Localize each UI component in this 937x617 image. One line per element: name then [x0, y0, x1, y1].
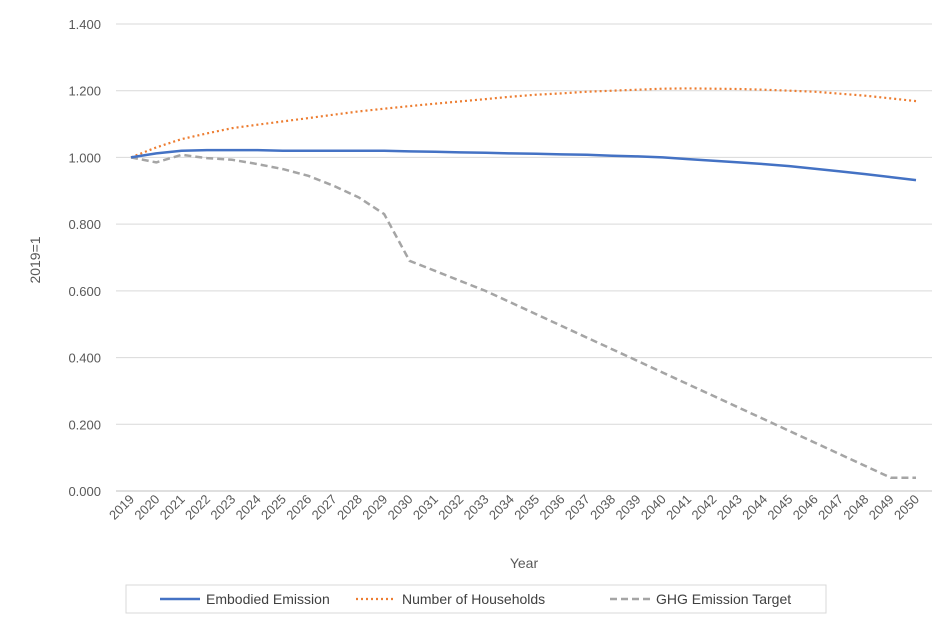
y-tick-label: 0.200: [68, 417, 101, 432]
y-tick-label: 1.000: [68, 150, 101, 165]
x-axis-title: Year: [510, 555, 539, 571]
series-lines: [130, 87, 917, 479]
y-axis-title: 2019=1: [27, 236, 43, 283]
gridlines: [116, 23, 932, 492]
legend-label: Number of Households: [402, 591, 545, 607]
series-line-ghg-emission-target: [130, 153, 916, 479]
legend-label: GHG Emission Target: [656, 591, 791, 607]
y-tick-label: 1.400: [68, 17, 101, 32]
y-tick-label: 0.000: [68, 484, 101, 499]
legend-box: [125, 584, 827, 614]
y-tick-label: 1.200: [68, 84, 101, 99]
legend: Embodied Emission Number of Households GHG…: [125, 584, 827, 614]
series-line-embodied-emission: [130, 148, 917, 182]
y-tick-label: 0.600: [68, 284, 101, 299]
y-axis-ticks: 0.000 0.200 0.400 0.600 0.800 1.000 1.200 1.400: [68, 17, 101, 499]
y-tick-label: 0.800: [68, 217, 101, 232]
y-tick-label: 0.400: [68, 351, 101, 366]
legend-label: Embodied Emission: [206, 591, 330, 607]
series-line-number-of-households: [130, 87, 917, 159]
